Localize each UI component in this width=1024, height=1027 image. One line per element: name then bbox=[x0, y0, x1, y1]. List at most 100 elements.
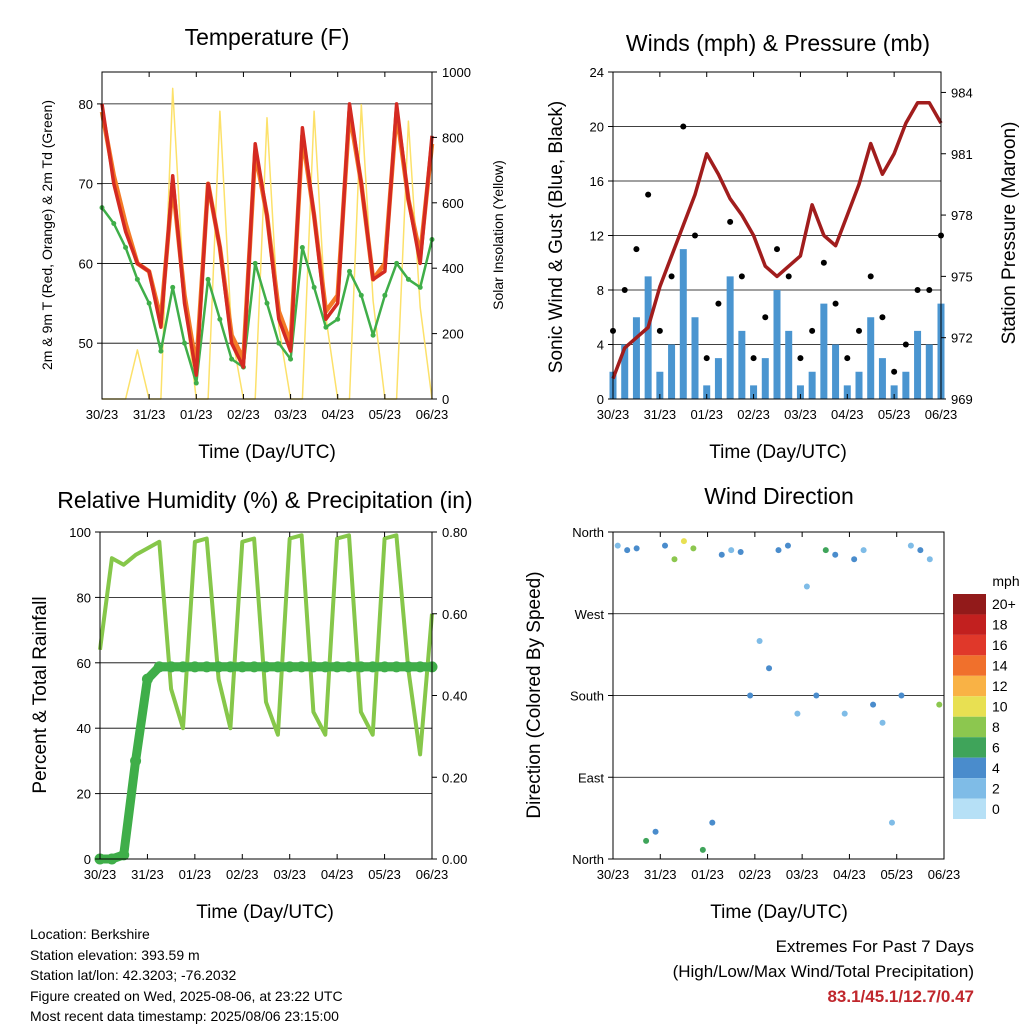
y2-tick-label: 800 bbox=[442, 130, 464, 145]
x-tick-label: 04/23 bbox=[833, 867, 866, 882]
temperature-right-axis: 0 200 400 600 800 1000 bbox=[432, 65, 471, 407]
x-tick-label: 02/23 bbox=[227, 407, 260, 422]
info-elevation: Station elevation: 393.59 m bbox=[30, 946, 200, 963]
legend-swatch bbox=[953, 798, 986, 819]
rainfall-point bbox=[414, 661, 426, 673]
direction-point bbox=[633, 545, 640, 552]
gust-point bbox=[762, 314, 769, 321]
y-tick-label: 100 bbox=[69, 525, 91, 540]
direction-point bbox=[756, 638, 763, 644]
direction-point bbox=[614, 542, 621, 549]
info-created: Figure created on Wed, 2025-08-06, at 23… bbox=[30, 987, 343, 1004]
temperature-title: Temperature (F) bbox=[185, 24, 350, 50]
direction-point bbox=[841, 710, 848, 717]
extremes-values: 83.1/45.1/12.7/0.47 bbox=[827, 987, 974, 1006]
rainfall-point bbox=[130, 755, 142, 767]
y2-tick-label: 0.40 bbox=[442, 689, 467, 704]
rainfall-point bbox=[177, 661, 189, 673]
y-tick-label: 80 bbox=[79, 97, 93, 112]
winds-title: Winds (mph) & Pressure (mb) bbox=[626, 30, 930, 56]
legend-swatch bbox=[953, 696, 986, 717]
gust-point bbox=[820, 259, 827, 266]
extremes-subtitle: (High/Low/Max Wind/Total Precipitation) bbox=[672, 962, 974, 981]
direction-point bbox=[728, 547, 735, 554]
gust-point bbox=[680, 123, 687, 130]
x-tick-label: 05/23 bbox=[878, 407, 911, 422]
humidity-right-axis: 0.00 0.20 0.40 0.60 0.80 bbox=[432, 525, 467, 867]
y2-tick-label: 978 bbox=[951, 208, 973, 223]
rainfall-point bbox=[141, 673, 153, 685]
humidity-title: Relative Humidity (%) & Precipitation (i… bbox=[57, 487, 472, 513]
rainfall-point bbox=[118, 849, 130, 861]
legend-label: 2 bbox=[992, 780, 1000, 796]
legend-label: 4 bbox=[992, 760, 1000, 776]
gust-point bbox=[891, 368, 898, 375]
rainfall-point bbox=[224, 661, 236, 673]
winds-left-axis: 0 4 8 12 16 20 24 bbox=[590, 65, 613, 407]
rainfall-point bbox=[284, 661, 296, 673]
direction-point bbox=[813, 692, 820, 699]
x-tick-label: 05/23 bbox=[368, 867, 401, 882]
x-tick-label: 31/23 bbox=[131, 867, 164, 882]
gust-point bbox=[879, 314, 886, 321]
legend-label: 14 bbox=[992, 658, 1008, 674]
x-tick-label: 31/23 bbox=[644, 407, 677, 422]
info-location: Location: Berkshire bbox=[30, 926, 150, 942]
y-tick-label: North bbox=[572, 525, 604, 540]
y2-tick-label: 975 bbox=[951, 269, 973, 284]
x-tick-label: 01/23 bbox=[690, 407, 723, 422]
dewpoint-line bbox=[100, 206, 434, 385]
temperature-chart: Temperature (F) 50 60 70 80 0 200 400 600 800 10… bbox=[39, 24, 506, 463]
y-tick-label: 80 bbox=[77, 590, 91, 605]
direction-point bbox=[879, 719, 886, 726]
y2-tick-label: 1000 bbox=[442, 65, 471, 80]
y-tick-label: 40 bbox=[77, 721, 91, 736]
direction-point bbox=[747, 692, 754, 699]
x-tick-label: 03/23 bbox=[273, 867, 306, 882]
x-tick-label: 01/23 bbox=[180, 407, 213, 422]
rainfall-point bbox=[272, 661, 284, 673]
y2-tick-label: 600 bbox=[442, 196, 464, 211]
x-tick-label: 03/23 bbox=[784, 407, 817, 422]
humidity-line bbox=[98, 533, 434, 757]
rainfall-point bbox=[296, 661, 308, 673]
x-tick-label: 02/23 bbox=[737, 407, 770, 422]
y-tick-label: 70 bbox=[79, 177, 93, 192]
direction-point bbox=[699, 846, 706, 853]
x-tick-label: 31/23 bbox=[644, 867, 677, 882]
direction-point bbox=[652, 828, 659, 835]
x-tick-label: 30/23 bbox=[597, 407, 630, 422]
y-tick-label: West bbox=[575, 607, 605, 622]
gust-point bbox=[668, 273, 675, 280]
info-recent: Most recent data timestamp: 2025/08/06 2… bbox=[30, 1008, 339, 1024]
gust-point bbox=[774, 246, 780, 253]
direction-point bbox=[690, 545, 697, 552]
rainfall-point bbox=[236, 661, 248, 673]
gust-point bbox=[914, 287, 921, 293]
gust-point bbox=[832, 300, 839, 307]
rainfall-point bbox=[248, 661, 260, 673]
direction-point bbox=[907, 542, 914, 549]
rainfall-point bbox=[343, 661, 355, 673]
direction-point bbox=[898, 692, 905, 699]
gust-point bbox=[785, 273, 792, 280]
rainfall-point bbox=[331, 661, 343, 673]
y-tick-label: 0 bbox=[597, 392, 604, 407]
y2-tick-label: 972 bbox=[951, 331, 973, 346]
humidity-series bbox=[94, 533, 438, 865]
legend-swatch bbox=[953, 675, 986, 697]
direction-gridlines bbox=[613, 613, 944, 778]
y-tick-label: 12 bbox=[590, 229, 604, 244]
legend-swatch bbox=[953, 655, 986, 676]
rainfall-point bbox=[402, 661, 414, 673]
rainfall-point bbox=[307, 661, 319, 673]
rainfall-point bbox=[319, 661, 331, 673]
gust-point bbox=[633, 246, 640, 253]
legend-swatch bbox=[953, 778, 986, 799]
legend-swatch bbox=[953, 594, 986, 615]
temperature-gridlines bbox=[102, 103, 432, 344]
rainfall-point bbox=[201, 661, 213, 673]
direction-series bbox=[614, 538, 943, 853]
direction-point bbox=[926, 556, 933, 563]
